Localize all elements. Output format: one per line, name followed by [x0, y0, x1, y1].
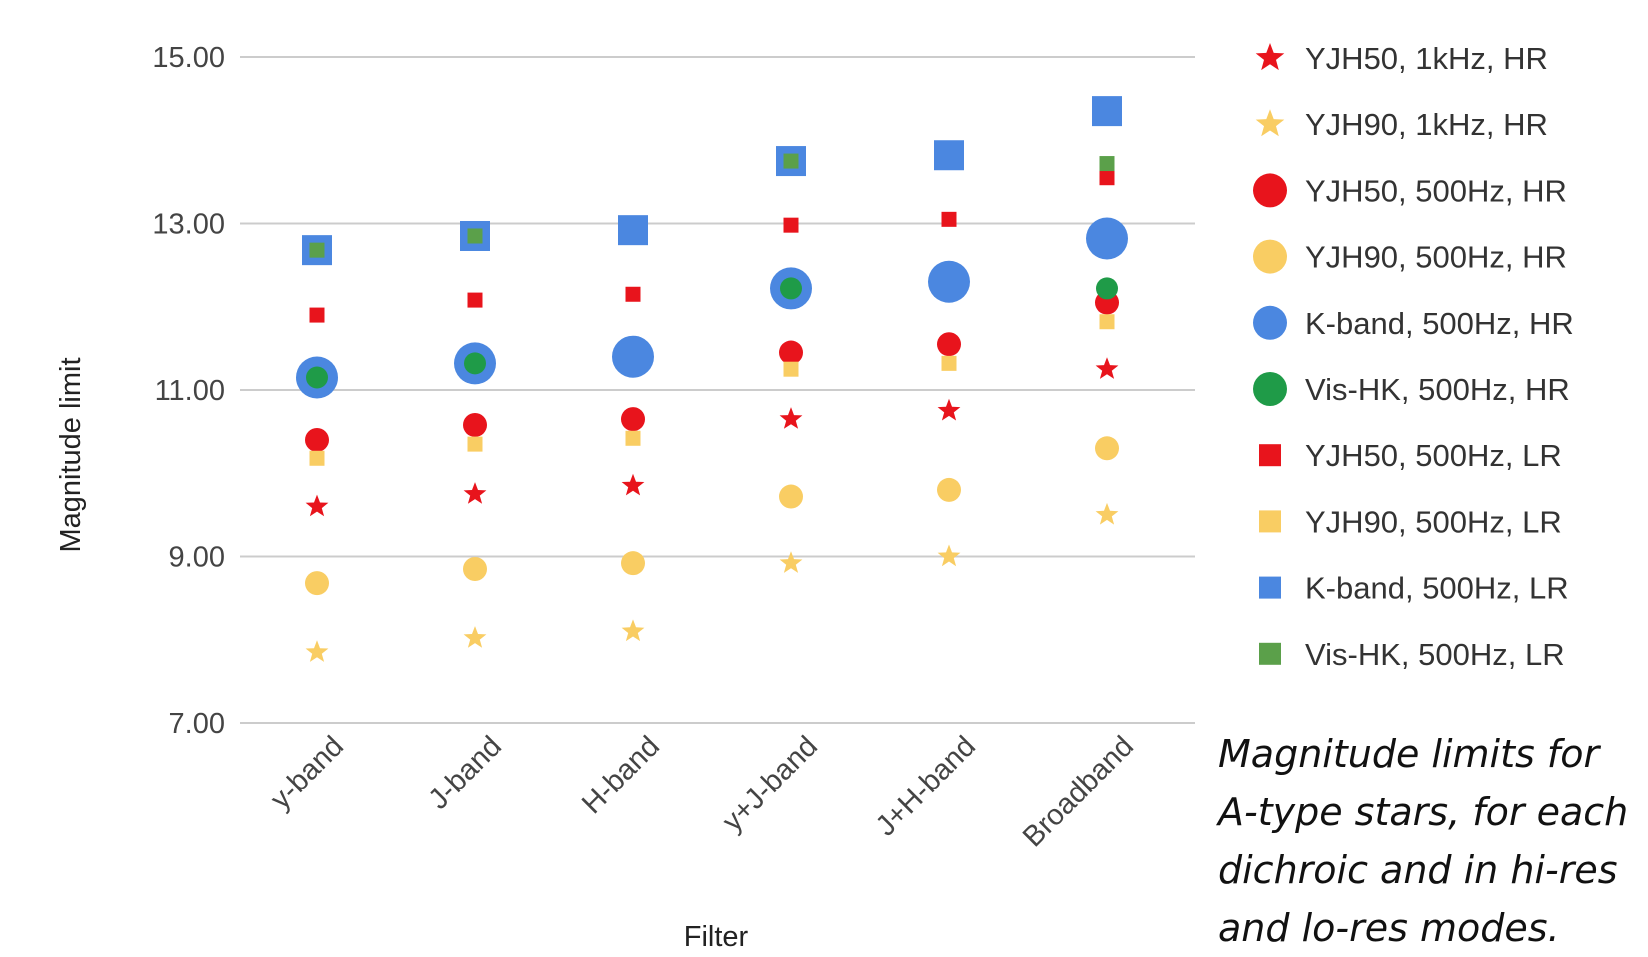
- data-point: [783, 153, 799, 169]
- data-point: [934, 140, 964, 171]
- data-point: [612, 335, 654, 378]
- legend-marker: [1259, 642, 1281, 665]
- data-point: [621, 407, 645, 432]
- legend-label: Vis-HK, 500Hz, LR: [1305, 637, 1565, 672]
- data-point: [937, 332, 961, 357]
- data-point: [309, 242, 325, 258]
- legend-label: YJH50, 1kHz, HR: [1305, 41, 1548, 76]
- x-axis-ticks: y-band J-band H-band y+J-band J+H-band Broadb…: [265, 730, 1140, 853]
- data-point: [621, 473, 645, 496]
- y-tick-label: 11.00: [155, 375, 225, 407]
- data-point: [463, 482, 487, 504]
- legend-marker: [1253, 173, 1287, 208]
- data-point: [305, 427, 329, 452]
- data-point: [780, 277, 802, 300]
- data-point: [467, 436, 483, 452]
- data-point: [1092, 96, 1122, 127]
- legend-marker: [1259, 444, 1281, 467]
- legend-label: YJH50, 500Hz, HR: [1305, 173, 1567, 208]
- legend-marker: [1255, 43, 1285, 71]
- data-point: [937, 398, 961, 421]
- data-point: [1099, 170, 1115, 186]
- data-point: [783, 361, 799, 377]
- legend-marker: [1253, 372, 1287, 406]
- x-tick-label: y+J-band: [716, 730, 824, 838]
- legend-label: YJH90, 500Hz, LR: [1305, 504, 1562, 539]
- data-point: [467, 228, 483, 244]
- legend-marker: [1259, 576, 1281, 599]
- data-point: [941, 355, 957, 371]
- legend: YJH50, 1kHz, HR YJH90, 1kHz, HR YJH50, 500…: [1253, 41, 1574, 672]
- data-point: [941, 211, 957, 227]
- data-point: [305, 571, 329, 596]
- x-axis-title: Filter: [684, 921, 749, 953]
- data-point: [625, 286, 641, 302]
- data-point: [625, 430, 641, 446]
- data-point: [779, 484, 803, 509]
- legend-marker: [1255, 109, 1285, 137]
- data-point: [937, 544, 961, 567]
- legend-label: Vis-HK, 500Hz, HR: [1305, 372, 1570, 407]
- x-tick-label: y-band: [265, 730, 350, 815]
- data-point: [1099, 314, 1115, 330]
- data-point: [779, 340, 803, 365]
- data-point: [309, 307, 325, 323]
- data-point: [621, 619, 645, 642]
- data-point: [467, 292, 483, 308]
- data-point: [1099, 156, 1115, 172]
- data-point: [783, 217, 799, 233]
- data-point: [464, 352, 486, 375]
- legend-label: YJH90, 500Hz, HR: [1305, 240, 1567, 275]
- data-point: [928, 260, 970, 303]
- data-point: [305, 494, 329, 517]
- legend-marker: [1253, 305, 1287, 340]
- x-tick-label: H-band: [576, 730, 666, 820]
- data-point: [1096, 277, 1118, 300]
- data-point: [1086, 217, 1128, 260]
- legend-marker: [1259, 510, 1281, 533]
- data-point: [618, 215, 648, 246]
- data-point: [463, 412, 487, 437]
- data-point: [305, 640, 329, 662]
- y-axis-title: Magnitude limit: [55, 357, 87, 552]
- x-tick-label: J-band: [423, 730, 508, 815]
- data-point: [937, 477, 961, 502]
- data-point: [621, 551, 645, 576]
- figure-caption: Magnitude limits for A-type stars, for e…: [1218, 732, 1629, 950]
- data-point: [779, 407, 803, 429]
- y-tick-label: 15.00: [152, 42, 225, 74]
- y-tick-label: 7.00: [169, 708, 225, 740]
- data-point: [1095, 436, 1119, 461]
- data-points: [296, 96, 1128, 662]
- data-point: [779, 551, 803, 573]
- data-point: [463, 626, 487, 648]
- legend-marker: [1253, 239, 1287, 274]
- x-tick-label: Broadband: [1017, 730, 1140, 853]
- data-point: [1095, 357, 1119, 379]
- data-point: [306, 366, 328, 389]
- y-tick-label: 9.00: [169, 542, 225, 574]
- gridlines: [240, 56, 1195, 724]
- y-tick-label: 13.00: [152, 209, 225, 241]
- legend-label: YJH90, 1kHz, HR: [1305, 107, 1548, 142]
- y-axis-ticks: 7.00 9.00 11.00 13.00 15.00: [152, 42, 225, 740]
- data-point: [309, 450, 325, 466]
- data-point: [463, 556, 487, 581]
- x-tick-label: J+H-band: [870, 730, 982, 842]
- legend-label: K-band, 500Hz, LR: [1305, 571, 1569, 606]
- legend-label: K-band, 500Hz, HR: [1305, 306, 1574, 341]
- data-point: [1095, 502, 1119, 525]
- legend-label: YJH50, 500Hz, LR: [1305, 438, 1562, 473]
